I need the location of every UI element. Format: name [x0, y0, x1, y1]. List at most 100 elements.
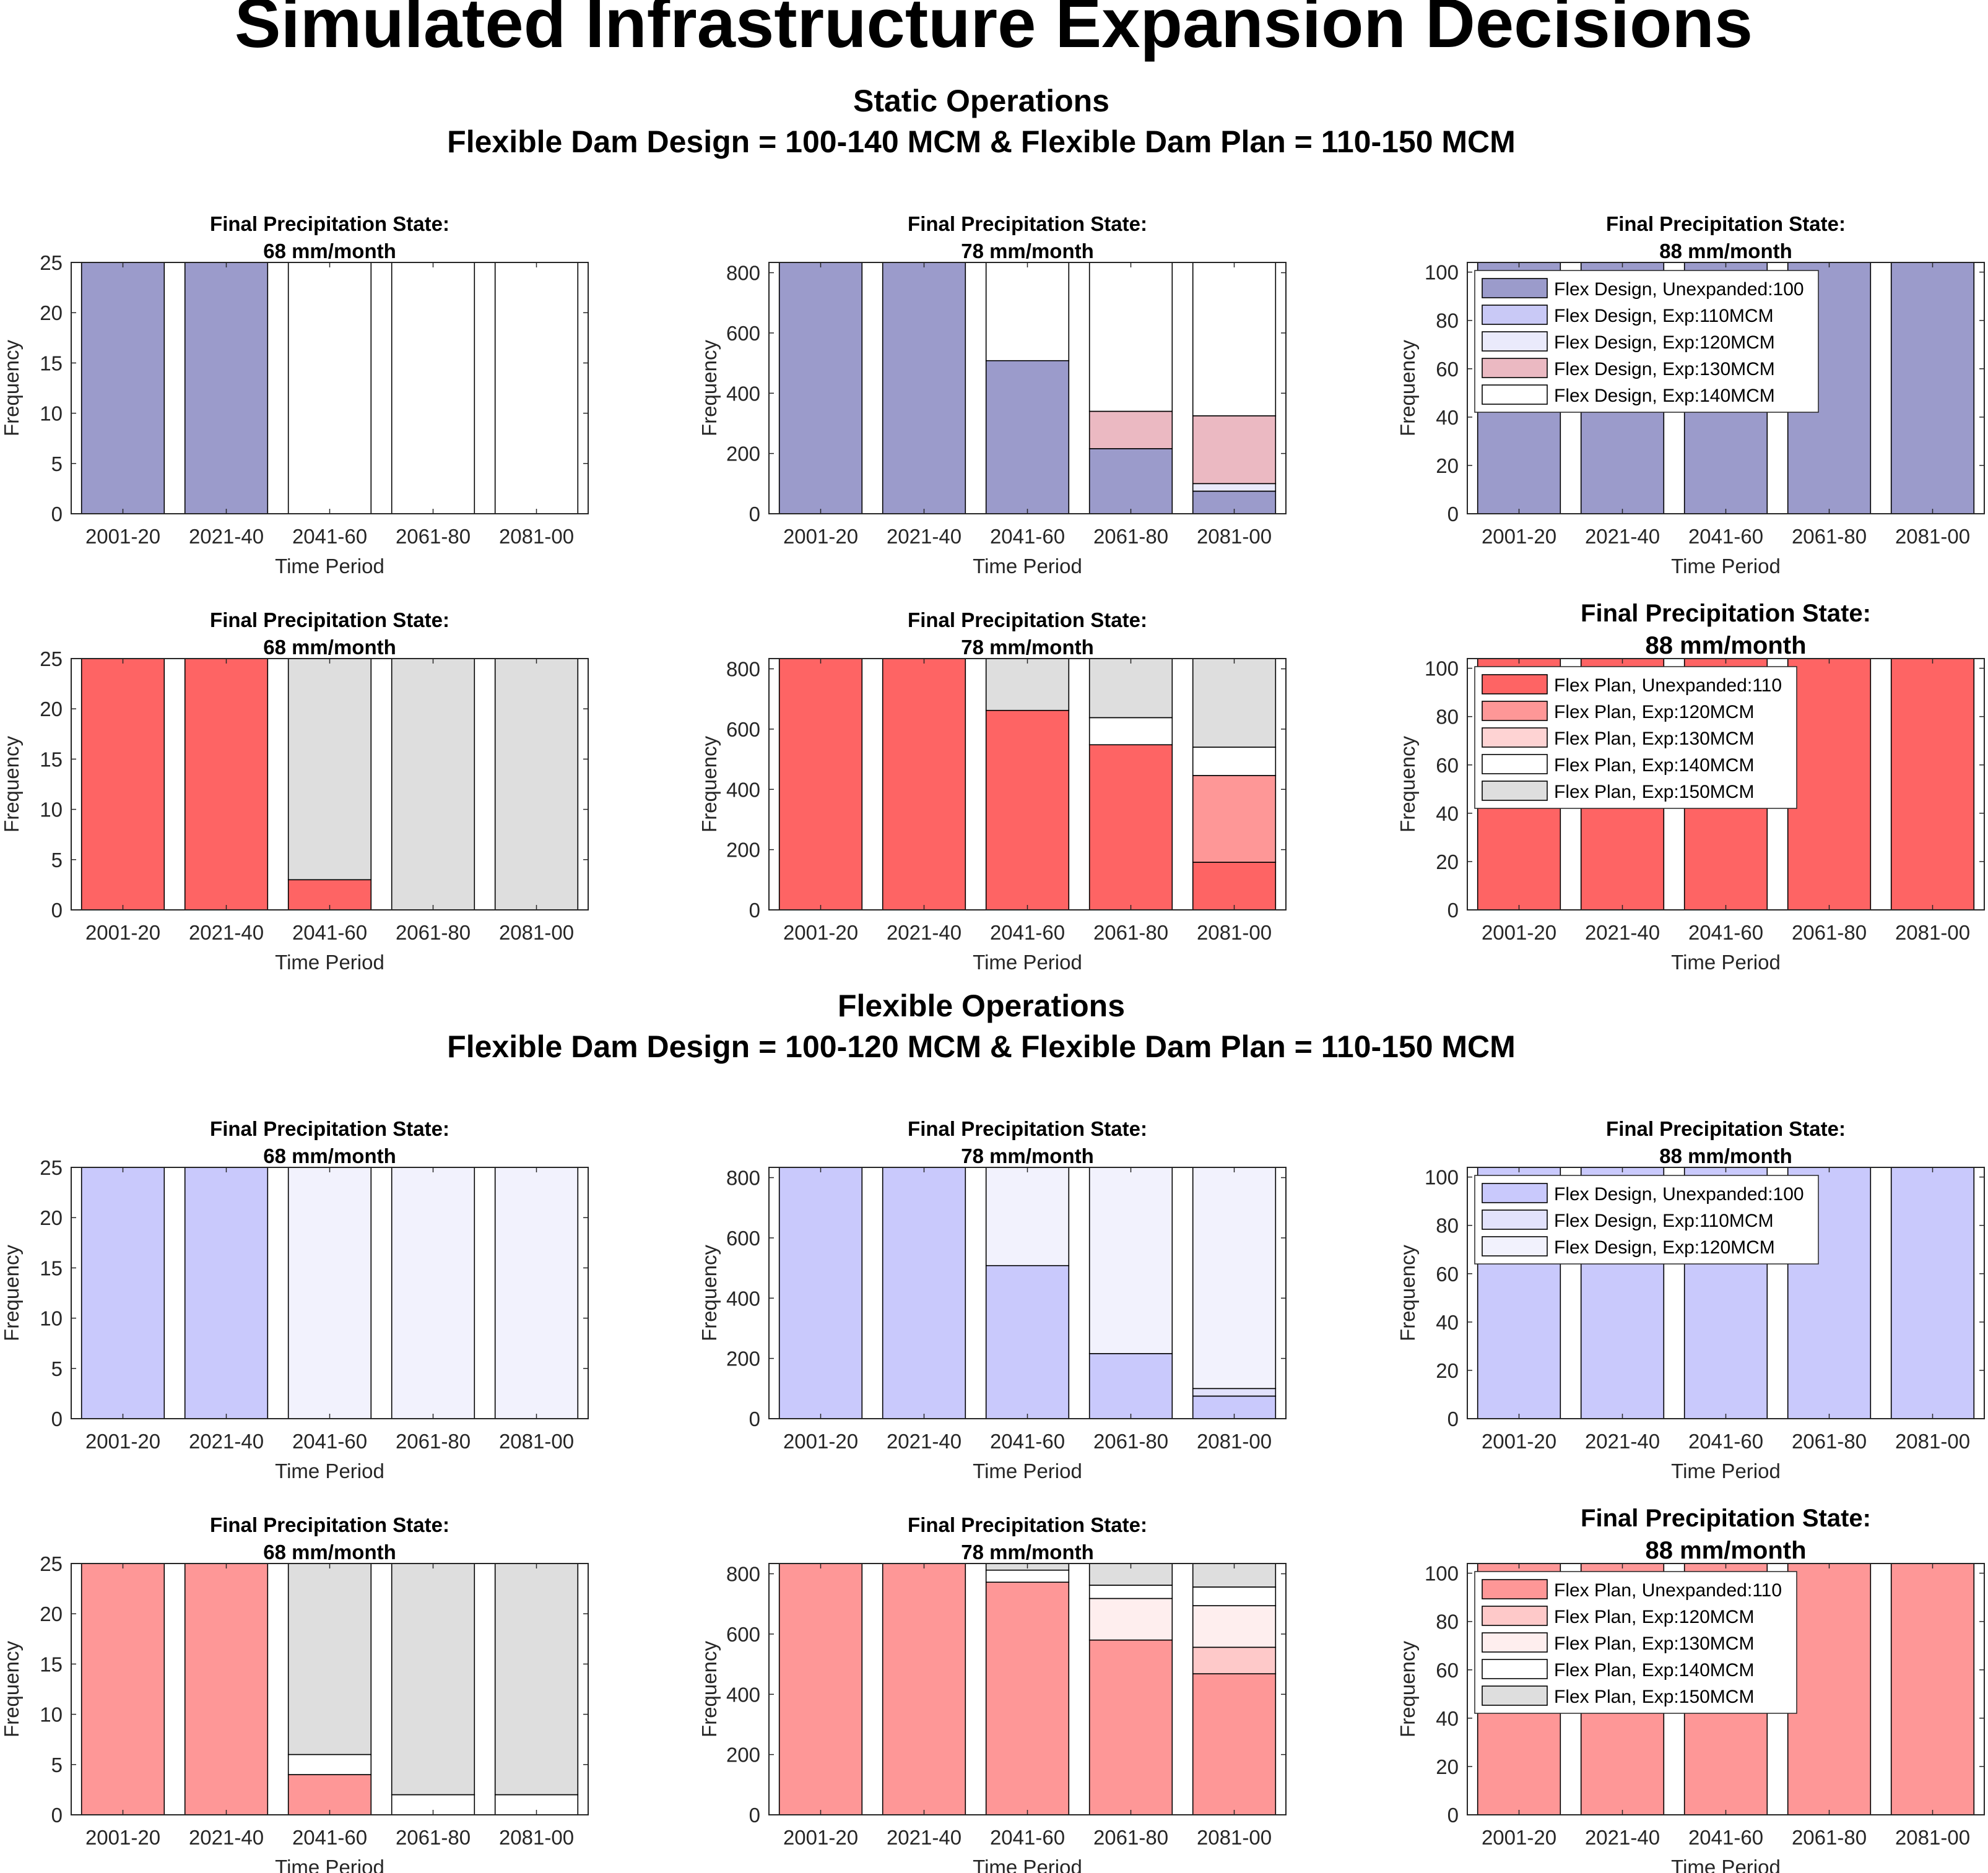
x-tick-label: 2021-40 [189, 1430, 264, 1453]
legend: Flex Plan, Unexpanded:110 Flex Plan, Exp:… [1474, 1571, 1797, 1714]
bar-segment [287, 1563, 372, 1755]
chart-f-design-88: Final Precipitation State:88 mm/month200… [1396, 1117, 1985, 1482]
x-tick-label: 2001-20 [1482, 1826, 1556, 1849]
y-axis-label: Frequency [698, 1641, 721, 1737]
y-tick-label: 40 [1436, 406, 1459, 429]
bar-segment [287, 262, 372, 514]
y-tick-label: 5 [51, 452, 63, 475]
x-tick-label: 2061-80 [1093, 525, 1168, 548]
legend-swatch [1482, 701, 1548, 721]
legend-label: Flex Design, Exp:120MCM [1554, 332, 1775, 353]
bar-segment [778, 658, 863, 911]
chart-title-line1: Final Precipitation State: [1581, 600, 1871, 627]
chart-s-plan-88: Final Precipitation State:88 mm/month200… [1396, 600, 1985, 974]
y-tick-label: 100 [1425, 261, 1459, 284]
legend-label: Flex Design, Exp:120MCM [1554, 1237, 1775, 1258]
y-tick-label: 20 [40, 698, 63, 720]
y-tick-label: 400 [726, 778, 760, 801]
legend-swatch [1482, 1183, 1548, 1203]
bar-segment [1088, 1585, 1173, 1599]
y-tick-label: 0 [1448, 899, 1459, 922]
bar-segment [985, 1569, 1070, 1583]
bar-segment [1192, 658, 1277, 748]
bar-segment [1787, 1563, 1872, 1815]
bar-segment [1088, 1639, 1173, 1815]
y-tick-label: 0 [749, 899, 760, 922]
bar-segment [1890, 1563, 1975, 1815]
y-tick-label: 600 [726, 718, 760, 741]
y-tick-label: 20 [40, 1603, 63, 1625]
legend-label: Flex Plan, Exp:140MCM [1554, 1660, 1754, 1681]
bar-segment [1192, 262, 1277, 417]
y-tick-label: 100 [1425, 1562, 1459, 1585]
bar-segment [1088, 744, 1173, 911]
bar-segment [1192, 746, 1277, 776]
plot-frame [1467, 1167, 1985, 1419]
x-tick-label: 2041-60 [1688, 525, 1763, 548]
x-axis-label: Time Period [275, 1460, 384, 1482]
x-tick-label: 2021-40 [887, 921, 961, 944]
bar-segment [1192, 415, 1277, 485]
legend-label: Flex Plan, Unexpanded:110 [1554, 1580, 1782, 1601]
x-tick-label: 2001-20 [783, 1430, 858, 1453]
bar-segment [1192, 1605, 1277, 1648]
y-tick-label: 60 [1436, 754, 1459, 777]
legend-label: Flex Plan, Exp:120MCM [1554, 1607, 1754, 1627]
x-tick-label: 2021-40 [189, 1826, 264, 1849]
x-tick-label: 2061-80 [1792, 921, 1867, 944]
chart-title-line1: Final Precipitation State: [210, 1117, 449, 1140]
y-tick-label: 10 [40, 1703, 63, 1726]
plot-frame [768, 262, 1287, 514]
y-tick-label: 20 [40, 301, 63, 324]
x-tick-label: 2081-00 [1197, 921, 1272, 944]
x-tick-label: 2001-20 [85, 1430, 160, 1453]
y-axis-label: Frequency [698, 340, 721, 436]
chart-title-line2: 68 mm/month [263, 240, 396, 262]
y-tick-label: 20 [1436, 850, 1459, 873]
y-tick-label: 5 [51, 1357, 63, 1380]
y-tick-label: 80 [1436, 309, 1459, 332]
x-tick-label: 2001-20 [1482, 921, 1556, 944]
plot-frame [71, 1563, 589, 1815]
bar-segment [1192, 1167, 1277, 1390]
legend-swatch [1482, 1685, 1548, 1706]
legend-label: Flex Plan, Exp:120MCM [1554, 702, 1754, 722]
x-tick-label: 2041-60 [1688, 921, 1763, 944]
legend-label: Flex Plan, Exp:140MCM [1554, 755, 1754, 776]
y-tick-label: 800 [726, 1167, 760, 1190]
x-tick-label: 2061-80 [396, 921, 471, 944]
y-tick-label: 25 [40, 1156, 63, 1179]
y-axis-label: Frequency [698, 736, 721, 833]
x-tick-label: 2001-20 [783, 921, 858, 944]
x-tick-label: 2061-80 [396, 1430, 471, 1453]
bar-segment [1192, 862, 1277, 911]
bar-segment [1192, 483, 1277, 492]
x-tick-label: 2081-00 [1197, 1430, 1272, 1453]
bar-segment [1787, 658, 1872, 911]
y-tick-label: 10 [40, 402, 63, 425]
y-axis-label: Frequency [0, 1641, 23, 1737]
x-axis-label: Time Period [275, 951, 384, 974]
y-tick-label: 20 [40, 1206, 63, 1229]
y-tick-label: 0 [1448, 503, 1459, 526]
legend-swatch [1482, 1632, 1548, 1653]
x-axis-label: Time Period [973, 1460, 1082, 1482]
y-tick-label: 40 [1436, 1311, 1459, 1334]
bar-segment [287, 658, 372, 881]
y-tick-label: 15 [40, 352, 63, 374]
y-tick-label: 60 [1436, 1659, 1459, 1682]
bar-segment [985, 1167, 1070, 1266]
bar-segment [80, 1563, 165, 1815]
x-axis-label: Time Period [1671, 555, 1781, 577]
bar-segment [1890, 658, 1975, 911]
x-tick-label: 2081-00 [1895, 1430, 1970, 1453]
x-tick-label: 2041-60 [292, 1430, 367, 1453]
legend: Flex Design, Unexpanded:100 Flex Design, … [1474, 270, 1819, 413]
y-tick-label: 40 [1436, 1707, 1459, 1730]
x-axis-label: Time Period [1671, 1856, 1781, 1873]
x-tick-label: 2041-60 [990, 525, 1065, 548]
x-tick-label: 2021-40 [1585, 1826, 1660, 1849]
bar-segment [184, 262, 269, 514]
bar-segment [1890, 262, 1975, 514]
